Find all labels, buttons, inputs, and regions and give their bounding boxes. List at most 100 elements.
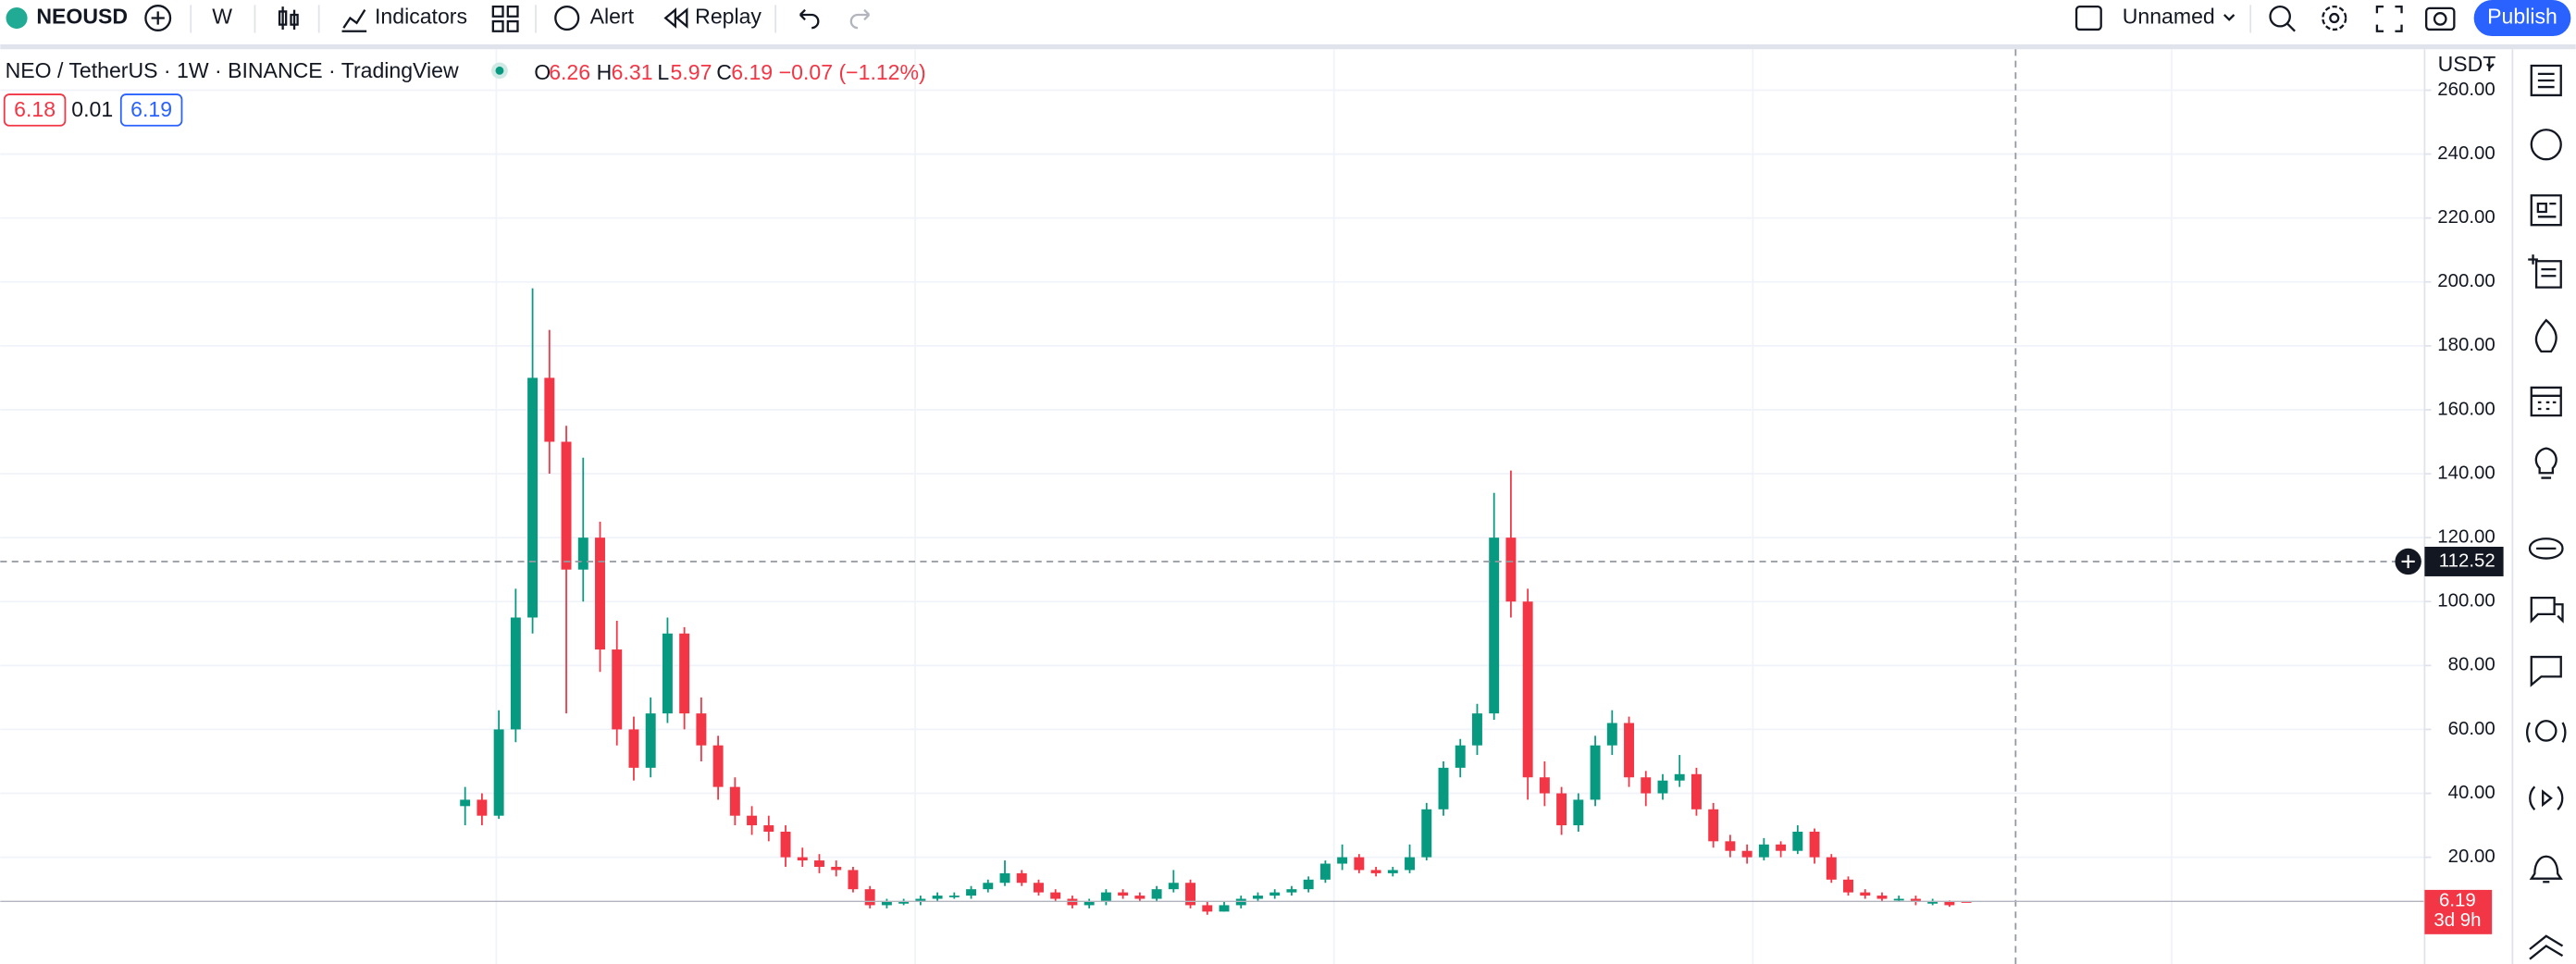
streams[interactable] (2534, 720, 2557, 742)
candle-body (477, 799, 488, 816)
candle-body (1303, 879, 1314, 890)
add-symbol[interactable] (144, 5, 172, 31)
candle-body (1674, 773, 1685, 781)
ideas[interactable] (2534, 447, 2557, 479)
candle-body (966, 889, 977, 896)
candle-body (1522, 601, 1533, 778)
candle-body (780, 831, 791, 858)
currency[interactable]: USDT (2438, 52, 2496, 76)
candle-body (493, 729, 504, 816)
candle-body (1202, 905, 1213, 912)
symbol[interactable]: NEOUSD (36, 5, 128, 29)
alerts[interactable] (2530, 129, 2562, 161)
settings[interactable] (2322, 5, 2347, 31)
redo[interactable] (849, 8, 871, 30)
ask: 6.19 (130, 97, 172, 121)
candle-body (1387, 870, 1398, 873)
indicators[interactable]: Indicators (375, 5, 467, 29)
y-tick-label: 160.00 (2437, 399, 2495, 419)
candle-body (1809, 831, 1820, 858)
bid-box[interactable] (3, 93, 67, 127)
notifications[interactable] (2529, 855, 2563, 884)
last-price-box (2424, 889, 2493, 934)
candle-body (544, 377, 555, 442)
candle-body (662, 633, 673, 714)
hotlists[interactable] (2534, 318, 2557, 353)
candle-body (1927, 901, 1938, 904)
publish-button[interactable] (2473, 0, 2571, 37)
c-value: 6.19 (731, 60, 773, 84)
fullscreen[interactable] (2375, 5, 2403, 32)
interval[interactable]: W (212, 5, 232, 29)
candle-body (1050, 892, 1061, 899)
candle-body (729, 786, 740, 816)
layout-menu[interactable] (2223, 14, 2235, 21)
candle-body (1741, 850, 1752, 858)
y-tick-label: 80.00 (2448, 655, 2496, 675)
c-key: C (716, 60, 732, 84)
candle-body (1016, 872, 1027, 884)
messages[interactable] (2530, 596, 2564, 624)
market-status-dot (495, 66, 504, 75)
search-handle (2285, 22, 2296, 32)
add-list[interactable] (2528, 254, 2562, 289)
plot (0, 49, 2425, 964)
candle-body (881, 901, 892, 906)
chats[interactable] (2528, 538, 2564, 560)
candle-body (1556, 793, 1567, 826)
layout-name[interactable]: Unnamed (2123, 5, 2215, 29)
candle-body (1910, 898, 1921, 902)
candle-body (1826, 857, 1837, 880)
comments[interactable] (2530, 655, 2562, 687)
change: −0.07 (−1.12%) (779, 60, 926, 84)
candle-body (1269, 892, 1281, 896)
last-price-label: 6.19 (2439, 891, 2476, 911)
chart-type[interactable] (278, 6, 299, 30)
y-tick-label: 120.00 (2437, 527, 2495, 548)
candle-body (814, 860, 824, 867)
indicators-icon (341, 9, 367, 32)
candle-body (1151, 889, 1162, 899)
candle-body (645, 713, 656, 768)
more[interactable] (2529, 934, 2564, 960)
l-key: L (657, 60, 669, 84)
layouts[interactable] (491, 5, 519, 32)
candle-body (1708, 809, 1719, 842)
candle-body (1606, 723, 1617, 746)
candle-body (1776, 844, 1787, 851)
layout-icon (2074, 5, 2102, 31)
h-value: 6.31 (612, 60, 653, 84)
candle-body (1286, 889, 1297, 893)
candle-body (1219, 905, 1230, 912)
h-key: H (597, 60, 613, 84)
y-tick-label: 200.00 (2437, 271, 2495, 291)
watchlist[interactable] (2530, 64, 2562, 97)
candle-body (1168, 883, 1179, 890)
alert[interactable]: Alert (590, 5, 635, 29)
news[interactable] (2530, 194, 2562, 227)
calendar[interactable] (2530, 386, 2562, 417)
y-tick-label: 40.00 (2448, 783, 2496, 803)
candle-body (1657, 780, 1668, 794)
ask-box[interactable] (119, 93, 183, 127)
screenshot[interactable] (2425, 6, 2456, 31)
candle-body (1253, 896, 1263, 899)
y-tick-label: 140.00 (2437, 463, 2495, 483)
candle-body (848, 870, 859, 890)
candle-body (763, 825, 774, 832)
candle-body (1843, 879, 1853, 893)
broadcast[interactable] (2529, 785, 2564, 810)
candle-body (999, 872, 1010, 884)
candle-body (983, 883, 994, 890)
y-tick-label: 240.00 (2437, 143, 2495, 164)
candle-body (1337, 857, 1348, 864)
candle-body (1319, 863, 1331, 880)
replay[interactable]: Replay (695, 5, 762, 29)
replay-icon (663, 7, 688, 29)
candle-body (1876, 896, 1888, 899)
search[interactable] (2269, 5, 2291, 28)
undo[interactable] (799, 8, 820, 30)
candle-body (1624, 723, 1634, 778)
